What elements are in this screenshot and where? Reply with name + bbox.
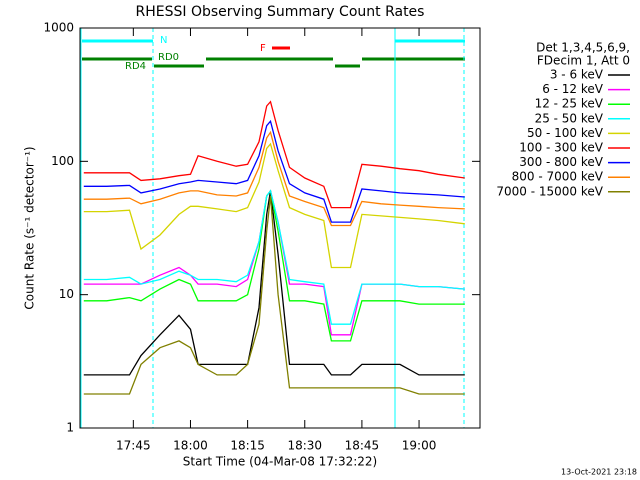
series-line	[83, 142, 465, 269]
chart-title: RHESSI Observing Summary Count Rates	[136, 4, 425, 20]
legend-label: 25 - 50 keV	[535, 111, 604, 125]
status-bars	[80, 28, 465, 428]
legend-label: 7000 - 15000 keV	[496, 184, 603, 198]
legend-header: Det 1,3,4,5,6,9,	[536, 41, 630, 55]
annotation: F	[260, 43, 266, 54]
x-tick-label: 19:00	[402, 439, 437, 453]
y-tick-label: 10	[59, 287, 74, 301]
x-tick-label: 18:30	[287, 439, 322, 453]
x-tick-label: 18:45	[345, 439, 380, 453]
legend-label: 800 - 7000 keV	[512, 170, 604, 184]
series-line	[83, 189, 465, 325]
legend-label: 50 - 100 keV	[527, 126, 604, 140]
series-line	[83, 119, 465, 223]
footer: 13-Oct-2021 23:18	[561, 468, 637, 477]
series-line	[83, 195, 465, 395]
annotation: RD4	[125, 61, 146, 72]
legend-label: 100 - 300 keV	[519, 141, 603, 155]
x-tick-label: 18:15	[230, 439, 265, 453]
annotation: N	[160, 35, 167, 46]
series-line	[83, 100, 465, 209]
plot-area	[83, 100, 465, 395]
legend-header: FDecim 1, Att 0	[537, 54, 630, 68]
legend-label: 6 - 12 keV	[542, 82, 604, 96]
y-tick-label: 1	[66, 421, 74, 435]
x-axis-label: Start Time (04-Mar-08 17:32:22)	[183, 455, 377, 469]
legend-label: 300 - 800 keV	[519, 155, 603, 169]
series-line	[83, 130, 465, 227]
annotation: RD0	[158, 52, 179, 63]
y-tick-label: 1000	[43, 21, 74, 35]
series-line	[83, 190, 465, 376]
legend-label: 12 - 25 keV	[535, 97, 604, 111]
x-tick-label: 18:00	[173, 439, 208, 453]
y-tick-label: 100	[51, 154, 74, 168]
legend-label: 3 - 6 keV	[550, 68, 604, 82]
y-axis-label: Count Rate (s⁻¹ detector⁻¹)	[23, 146, 37, 309]
x-tick-label: 17:45	[116, 439, 151, 453]
axes-frame	[79, 27, 481, 429]
